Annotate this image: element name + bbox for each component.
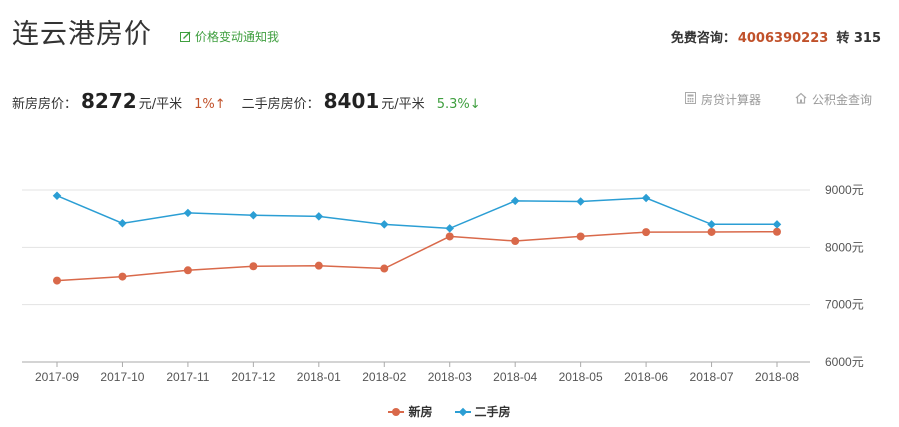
second-hand-price-value: 8401: [323, 89, 380, 113]
new-house-price-change: 1%↑: [194, 97, 226, 112]
x-tick-label: 2018-07: [690, 370, 734, 384]
second-hand-point: [576, 197, 585, 206]
calculator-icon: [685, 92, 696, 107]
legend-item-second-hand[interactable]: 二手房: [454, 403, 511, 420]
x-tick-label: 2017-11: [166, 370, 209, 384]
second-hand-point: [52, 191, 62, 200]
new-house-point: [576, 232, 585, 241]
fund-label: 公积金查询: [812, 93, 873, 107]
second-hand-price-change: 5.3%↓: [436, 97, 481, 112]
new-house-point: [314, 261, 323, 270]
second-hand-point: [118, 219, 127, 228]
x-tick-label: 2018-04: [493, 370, 537, 384]
x-tick-label: 2017-10: [100, 370, 144, 384]
page-title: 连云港房价: [12, 19, 152, 50]
legend-second-hand-label: 二手房: [474, 405, 511, 419]
price-change-notify-link[interactable]: 价格变动通知我: [180, 28, 279, 45]
new-house-point: [249, 262, 258, 271]
new-house-point: [53, 276, 61, 285]
second-hand-point: [249, 210, 258, 220]
legend-item-new-house[interactable]: 新房: [388, 403, 433, 420]
x-tick-label: 2018-05: [559, 370, 603, 384]
consult-info: 免费咨询： 4006390223 转 315: [671, 27, 881, 46]
second-hand-point: [380, 220, 389, 229]
x-tick-label: 2018-06: [624, 370, 668, 384]
x-tick-label: 2017-12: [231, 370, 275, 384]
calculator-label: 房贷计算器: [701, 93, 762, 107]
new-house-point: [773, 227, 781, 236]
y-tick-label: 6000元: [825, 355, 864, 369]
y-tick-label: 7000元: [825, 298, 864, 312]
notify-label: 价格变动通知我: [195, 30, 280, 44]
consult-ext: 315: [853, 31, 881, 46]
new-house-price-value: 8272: [81, 89, 137, 113]
new-house-point: [511, 237, 520, 246]
second-hand-point: [641, 193, 651, 203]
x-tick-label: 2018-03: [428, 370, 472, 384]
x-tick-label: 2018-02: [362, 370, 406, 384]
new-house-point: [183, 266, 192, 275]
new-house-price-label: 新房房价：: [12, 97, 78, 112]
second-hand-point: [707, 220, 716, 229]
edit-box-icon: [180, 31, 191, 42]
price-summary: 新房房价： 8272 元/平米 1%↑ 二手房房价： 8401 元/平米 5.3…: [12, 89, 481, 113]
legend-new-house-label: 新房: [408, 405, 433, 419]
y-tick-label: 8000元: [825, 240, 864, 254]
second-hand-point: [445, 224, 454, 233]
legend-second-hand-marker: [454, 407, 471, 417]
legend-new-house-marker: [388, 407, 405, 417]
second-hand-point: [510, 196, 520, 206]
consult-label: 免费咨询：: [670, 31, 736, 46]
new-house-point: [707, 227, 716, 236]
second-hand-price-label: 二手房房价：: [241, 97, 320, 112]
new-house-point: [380, 264, 389, 273]
consult-ext-label: 转: [836, 31, 850, 46]
second-hand-point: [772, 220, 782, 229]
new-house-point: [642, 228, 651, 237]
chart-legend: 新房 二手房: [0, 403, 899, 420]
consult-phone[interactable]: 4006390223: [737, 31, 829, 46]
second-hand-point: [183, 208, 193, 218]
new-house-price-unit: 元/平米: [138, 97, 183, 112]
new-house-point: [445, 232, 454, 241]
price-trend-chart: 6000元 7000元 8000元 9000元 2017-09 2017-10 2017-1…: [22, 183, 864, 384]
mortgage-calculator-link[interactable]: 房贷计算器: [685, 91, 761, 108]
second-hand-price-unit: 元/平米: [381, 97, 425, 112]
new-house-point: [118, 272, 127, 281]
house-icon: [795, 92, 807, 107]
second-hand-point: [314, 212, 324, 221]
x-tick-label: 2018-01: [297, 370, 341, 384]
x-tick-label: 2018-08: [755, 370, 799, 384]
x-tick-label: 2017-09: [35, 370, 79, 384]
new-house-series-line: [56, 230, 778, 282]
second-hand-series-line: [56, 195, 777, 230]
y-tick-label: 9000元: [825, 183, 864, 197]
housing-fund-query-link[interactable]: 公积金查询: [795, 91, 872, 108]
